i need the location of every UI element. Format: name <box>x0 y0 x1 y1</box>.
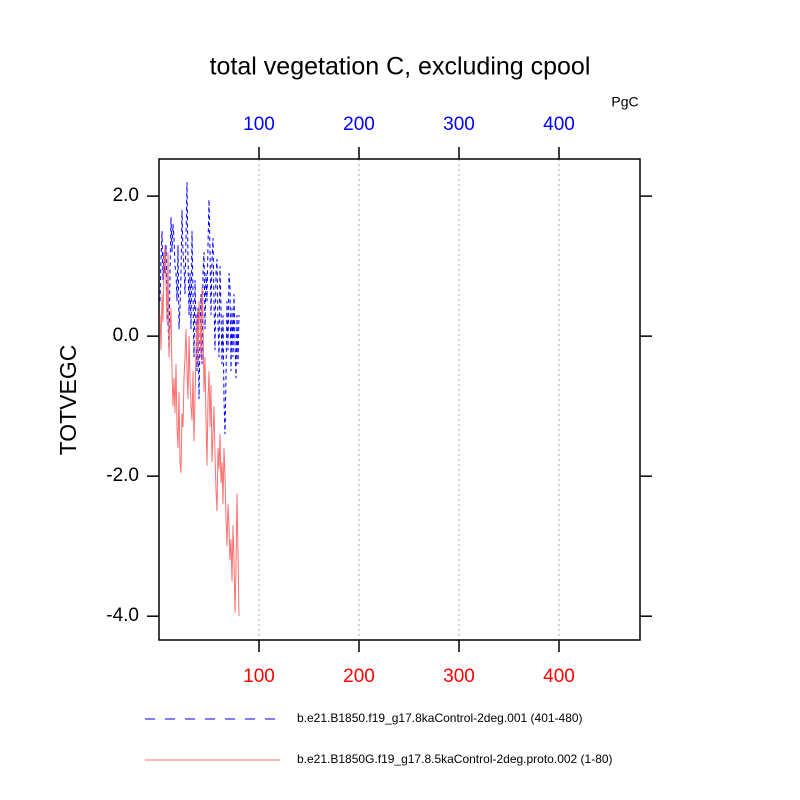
units-label: PgC <box>611 94 638 110</box>
series-line <box>159 182 240 435</box>
x-tick-label: 100 <box>243 666 275 687</box>
legend-label: b.e21.B1850G.f19_g17.8.5kaControl-2deg.p… <box>297 752 613 766</box>
y-tick-label: -4.0 <box>106 605 139 626</box>
x-tick-label: 200 <box>343 666 375 687</box>
x-tick-label: 400 <box>543 666 575 687</box>
chart-title: total vegetation C, excluding cpool <box>210 53 591 81</box>
x2-tick-label: 200 <box>343 114 375 135</box>
x2-tick-label: 100 <box>243 114 275 135</box>
x2-tick-label: 400 <box>543 114 575 135</box>
plot-frame <box>158 158 641 641</box>
x-tick-label: 300 <box>443 666 475 687</box>
x2-tick-label: 300 <box>443 114 475 135</box>
y-tick-label: -2.0 <box>106 465 139 486</box>
y-tick-label: 0.0 <box>113 325 139 346</box>
series-line <box>159 245 240 617</box>
y-axis-label: TOTVEGC <box>55 345 81 456</box>
y-tick-label: 2.0 <box>113 185 139 206</box>
legend-label: b.e21.B1850.f19_g17.8kaControl-2deg.001 … <box>297 711 583 725</box>
